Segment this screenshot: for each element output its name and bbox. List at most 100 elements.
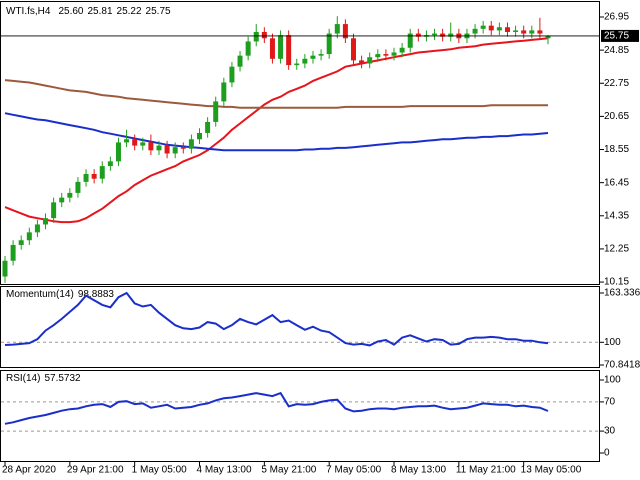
- candle-body: [342, 24, 348, 39]
- candle-body: [188, 139, 194, 149]
- candle-body: [448, 33, 454, 37]
- x-tick-label: 11 May 21:00: [456, 465, 516, 476]
- y-tick-label: 24.85: [604, 45, 629, 56]
- candle-body: [164, 145, 170, 154]
- candle-body: [513, 30, 519, 32]
- indicator-value: 98.8883: [78, 289, 115, 300]
- y-tick-label: 16.45: [604, 177, 629, 188]
- candle-body: [18, 240, 24, 245]
- candle-body: [415, 33, 421, 37]
- candle-body: [302, 58, 308, 64]
- candle-body: [10, 244, 16, 261]
- candle-body: [326, 33, 332, 55]
- candle-body: [107, 161, 113, 167]
- y-tick-label: 30: [604, 426, 616, 437]
- price-tag-label: 25.75: [604, 31, 629, 42]
- candle-body: [472, 28, 478, 34]
- indicator-name: RSI(14): [6, 373, 40, 384]
- candle-body: [51, 202, 57, 219]
- candle-body: [237, 55, 243, 67]
- candle-body: [172, 147, 178, 154]
- candle-body: [440, 33, 446, 37]
- x-tick-label: 5 May 21:00: [261, 465, 316, 476]
- indicator-name: Momentum(14): [6, 289, 74, 300]
- candle-body: [318, 54, 324, 56]
- candle-body: [213, 101, 219, 122]
- candle-body: [367, 57, 373, 64]
- ohlc-value: 25.22: [117, 6, 142, 17]
- candle-body: [132, 139, 138, 146]
- y-tick-label: 70: [604, 397, 616, 408]
- candle-body: [407, 33, 413, 48]
- candle-body: [488, 25, 494, 31]
- x-tick-label: 4 May 13:00: [197, 465, 252, 476]
- candle-body: [496, 27, 502, 31]
- moving-average: [4, 79, 548, 109]
- candle-body: [359, 60, 365, 64]
- candle-body: [383, 54, 389, 56]
- indicator-title: RSI(14) 57.5732: [6, 373, 81, 384]
- candle-body: [99, 166, 105, 179]
- candle-body: [286, 35, 292, 66]
- candle-body: [43, 218, 49, 225]
- candle-body: [294, 63, 300, 66]
- candle-body: [261, 31, 267, 39]
- candle-body: [197, 132, 203, 140]
- candle-body: [115, 142, 121, 162]
- candle-body: [521, 30, 527, 34]
- moving-average: [4, 37, 549, 224]
- candle-body: [180, 147, 186, 149]
- y-tick-label: 70.8418: [604, 360, 640, 371]
- candle-body: [91, 173, 97, 179]
- y-tick-label: 26.95: [604, 12, 629, 23]
- y-tick-label: 20.65: [604, 111, 629, 122]
- indicator-title: Momentum(14) 98.8883: [6, 289, 114, 300]
- chart-title: WTI.fs,H4 25.60 25.81 25.22 25.75: [6, 6, 171, 17]
- ohlc-value: 25.81: [87, 6, 112, 17]
- x-tick-label: 13 May 05:00: [521, 465, 582, 476]
- y-tick-label: 22.75: [604, 78, 629, 89]
- candle-body: [26, 232, 32, 241]
- candle-body: [221, 82, 227, 102]
- candle-body: [504, 27, 510, 32]
- candle-body: [59, 197, 65, 203]
- candle-body: [156, 145, 162, 151]
- panel-frame: [0, 1, 600, 285]
- candle-body: [334, 24, 340, 34]
- indicator-value: 57.5732: [44, 373, 81, 384]
- x-tick-label: 29 Apr 21:00: [67, 465, 124, 476]
- candle-body: [124, 139, 130, 143]
- y-tick-label: 10.15: [604, 277, 629, 288]
- x-tick-label: 1 May 05:00: [132, 465, 187, 476]
- ohlc-value: 25.60: [58, 6, 83, 17]
- symbol: WTI.fs,H4: [6, 6, 51, 17]
- candle-body: [537, 30, 543, 34]
- candle-body: [432, 33, 438, 36]
- ohlc-value: 25.75: [146, 6, 171, 17]
- candle-body: [278, 35, 284, 59]
- y-tick-label: 12.25: [604, 244, 629, 255]
- y-tick-label: 14.35: [604, 210, 629, 221]
- candle-body: [75, 181, 81, 193]
- candle-body: [34, 224, 40, 233]
- y-tick-label: 100: [604, 375, 621, 386]
- candle-body: [310, 55, 316, 59]
- candle-body: [205, 121, 211, 133]
- candle-body: [253, 31, 259, 42]
- candle-body: [229, 66, 235, 83]
- y-tick-label: 100: [604, 337, 621, 348]
- candle-body: [140, 142, 146, 146]
- x-tick-label: 7 May 05:00: [326, 465, 381, 476]
- candle-body: [245, 41, 251, 56]
- candle-body: [545, 35, 551, 39]
- panel-frame: [0, 370, 600, 462]
- candle-body: [399, 47, 405, 53]
- moving-average: [4, 112, 549, 152]
- candle-body: [67, 192, 73, 198]
- candle-body: [391, 52, 397, 56]
- candle-body: [83, 173, 89, 182]
- y-tick-label: 163.3362: [604, 288, 640, 299]
